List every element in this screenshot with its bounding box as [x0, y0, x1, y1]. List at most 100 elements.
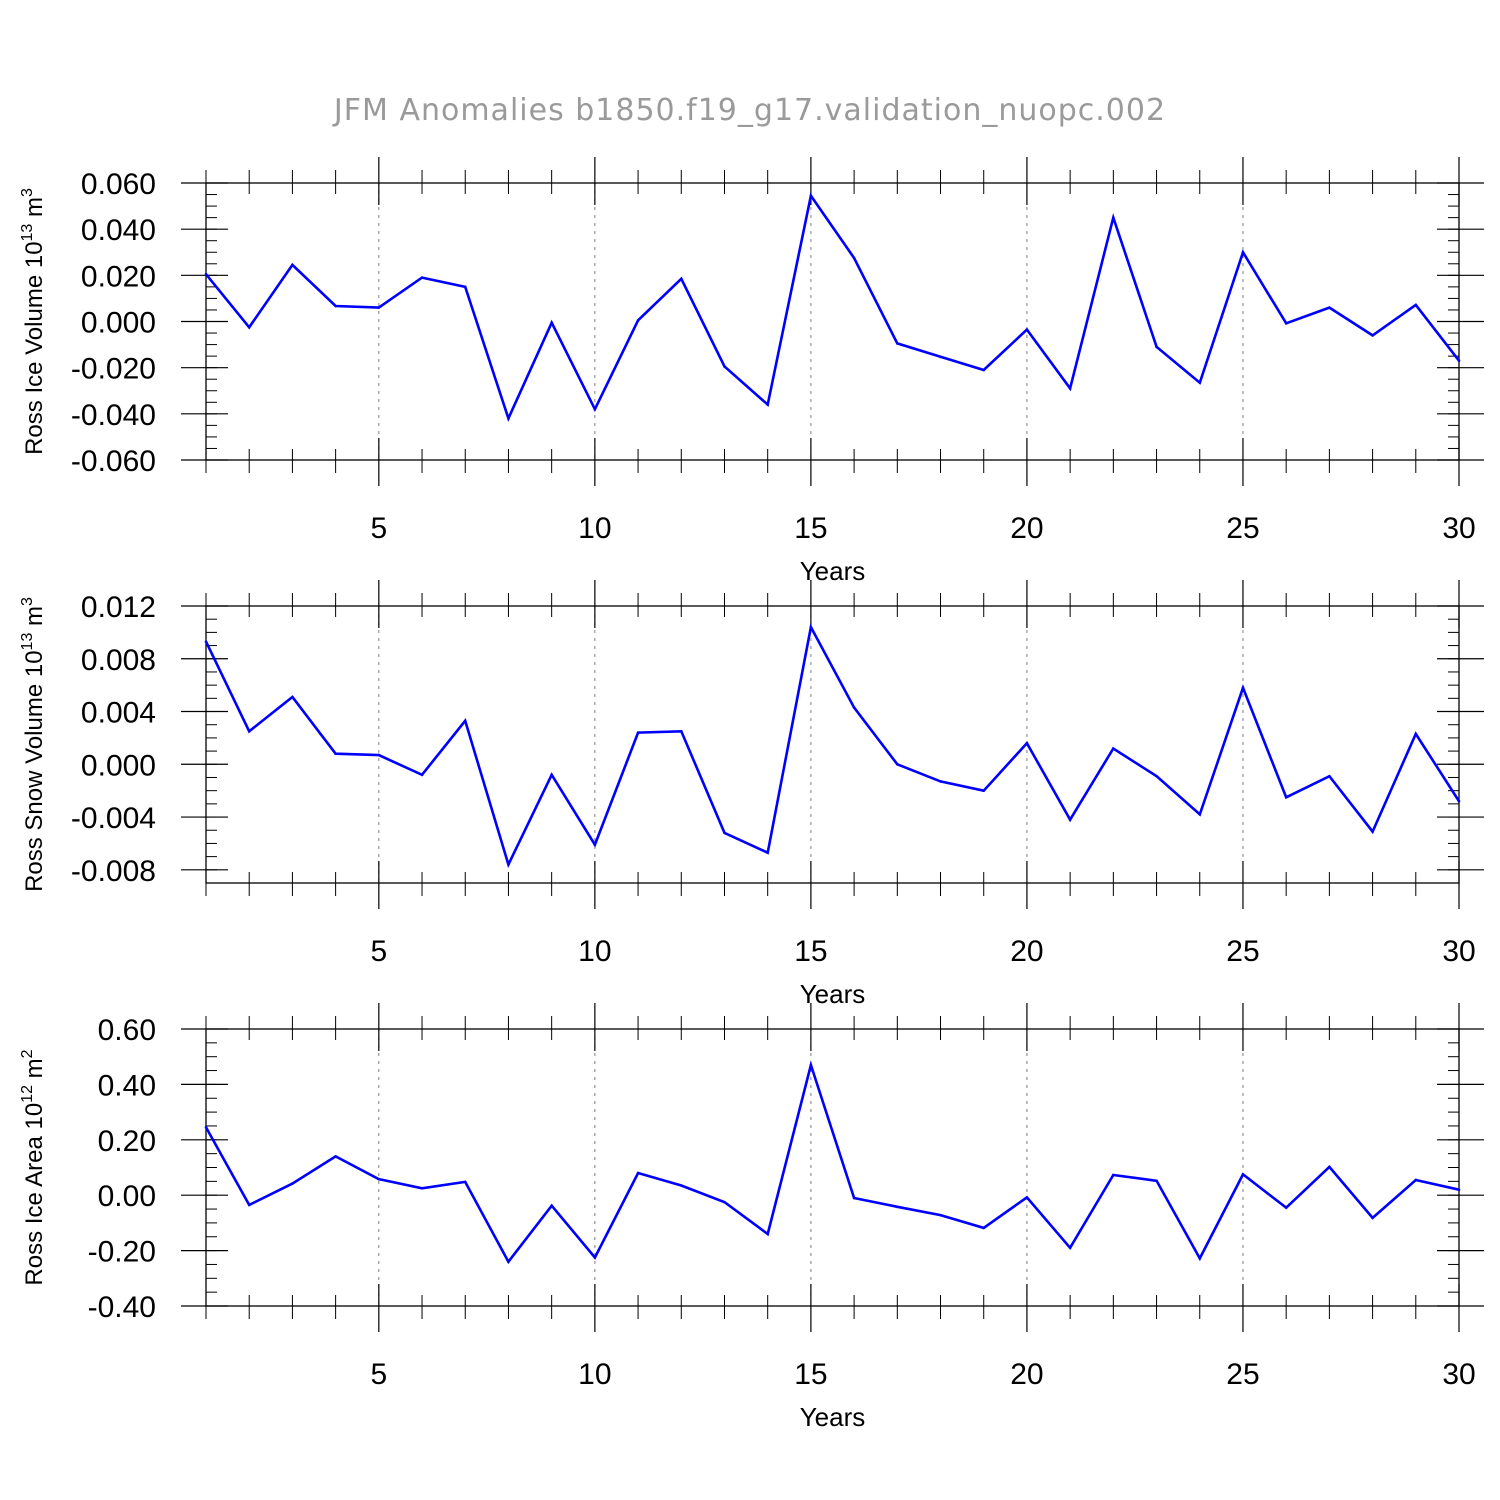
x-tick-label: 20 — [1010, 935, 1043, 968]
data-point — [1284, 795, 1288, 799]
data-point — [766, 403, 769, 406]
x-tick-label: 15 — [794, 935, 827, 968]
data-point — [550, 773, 553, 777]
data-point — [334, 1155, 337, 1158]
y-axis-label-unit-exponent: 2 — [19, 1049, 36, 1058]
data-point — [809, 625, 813, 629]
y-tick-label: -0.40 — [88, 1291, 156, 1324]
x-tick-label: 15 — [794, 1358, 827, 1391]
data-point — [982, 1226, 986, 1230]
data-point — [939, 1213, 942, 1217]
data-point — [939, 355, 942, 359]
x-tick-label: 5 — [370, 1358, 387, 1391]
data-point — [1155, 774, 1158, 778]
series-line — [204, 1060, 1460, 1265]
data-point — [204, 272, 208, 276]
data-point — [463, 1180, 467, 1184]
panel-3: -0.40 -0.20 0.00 0.20 0.40 0.60 5 10 15 20 25 30 Yea… — [19, 1003, 1484, 1432]
y-axis-label: Ross Ice Volume 1013 m3 — [19, 188, 48, 455]
y-axis-label-exponent: 13 — [19, 224, 36, 242]
plot-frame — [205, 605, 1460, 884]
y-axis-label-exponent: 13 — [19, 633, 36, 651]
data-point — [723, 365, 726, 368]
data-point — [982, 789, 986, 792]
data-point — [334, 304, 337, 308]
data-point — [1328, 774, 1331, 778]
data-point — [1457, 1188, 1461, 1191]
data-point — [1112, 747, 1115, 750]
data-point — [204, 640, 208, 643]
data-point — [766, 851, 769, 854]
data-point — [1457, 359, 1461, 363]
x-tick-label: 15 — [794, 512, 827, 545]
figure-title: JFM Anomalies b1850.f19_g17.validation_n… — [332, 93, 1166, 128]
data-point — [593, 1256, 597, 1259]
x-tick-label: 25 — [1226, 512, 1259, 545]
data-point — [636, 1171, 640, 1175]
data-point — [420, 276, 424, 279]
data-point — [896, 762, 899, 766]
y-tick-label: 0.60 — [98, 1014, 156, 1047]
data-point — [852, 256, 856, 260]
y-axis-label-unit: m — [21, 197, 48, 224]
data-point — [507, 417, 510, 420]
data-point — [1414, 732, 1418, 736]
data-point — [896, 1205, 899, 1209]
data-point — [1155, 1179, 1158, 1183]
data-point — [723, 831, 726, 835]
y-axis-label-unit: m — [21, 1058, 48, 1085]
panels: -0.060 -0.040 -0.020 0.000 0.020 0.040 0.060 5 1… — [19, 157, 1484, 1432]
y-axis-label-unit-exponent: 3 — [19, 188, 36, 197]
data-point — [593, 843, 597, 847]
data-point — [507, 863, 510, 866]
data-point — [1414, 303, 1418, 307]
x-tick-label: 20 — [1010, 512, 1043, 545]
y-axis-label-exponent: 12 — [19, 1085, 36, 1103]
data-point — [550, 321, 553, 324]
data-point — [1068, 387, 1072, 390]
y-tick-label: -0.20 — [88, 1236, 156, 1269]
data-point — [377, 306, 381, 309]
data-point — [1371, 1216, 1374, 1220]
x-tick-label: 25 — [1226, 1358, 1259, 1391]
data-point — [636, 731, 640, 734]
data-point — [679, 277, 683, 281]
data-point — [507, 1260, 510, 1263]
x-tick-label: 5 — [370, 935, 387, 968]
y-axis-label-text: Ross Ice Area 10 — [21, 1103, 48, 1286]
data-point — [463, 285, 467, 289]
data-point — [1241, 1173, 1245, 1176]
y-tick-label: 0.040 — [81, 214, 156, 247]
data-point — [1025, 741, 1029, 745]
x-axis-label: Years — [800, 979, 866, 1009]
data-point — [247, 325, 251, 329]
y-axis-label: Ross Ice Area 1012 m2 — [19, 1049, 48, 1285]
data-point — [1241, 250, 1245, 254]
data-point — [1198, 1257, 1202, 1260]
y-tick-label: -0.020 — [71, 353, 156, 386]
data-point — [463, 719, 467, 723]
data-point — [1328, 1165, 1331, 1169]
data-point — [679, 730, 683, 733]
data-point — [1025, 1196, 1029, 1199]
data-point — [334, 752, 337, 756]
data-point — [1068, 818, 1072, 821]
data-point — [852, 1196, 856, 1200]
panel-1: -0.060 -0.040 -0.020 0.000 0.020 0.040 0.060 5 1… — [19, 157, 1484, 586]
data-point — [1457, 799, 1461, 803]
plot-frame — [205, 1028, 1460, 1307]
data-point — [1284, 1206, 1288, 1209]
y-tick-label: -0.060 — [71, 445, 156, 478]
data-point — [1371, 830, 1374, 833]
data-point — [291, 695, 294, 699]
y-tick-label: -0.040 — [71, 399, 156, 432]
x-tick-label: 30 — [1442, 512, 1475, 545]
data-point — [809, 194, 813, 197]
plot-frame — [205, 182, 1460, 461]
x-axis-label: Years — [800, 1402, 866, 1432]
y-tick-label: 0.000 — [81, 307, 156, 340]
data-point — [723, 1200, 726, 1204]
data-point — [247, 1203, 251, 1207]
y-tick-label: 0.000 — [81, 749, 156, 782]
data-point — [247, 730, 251, 733]
